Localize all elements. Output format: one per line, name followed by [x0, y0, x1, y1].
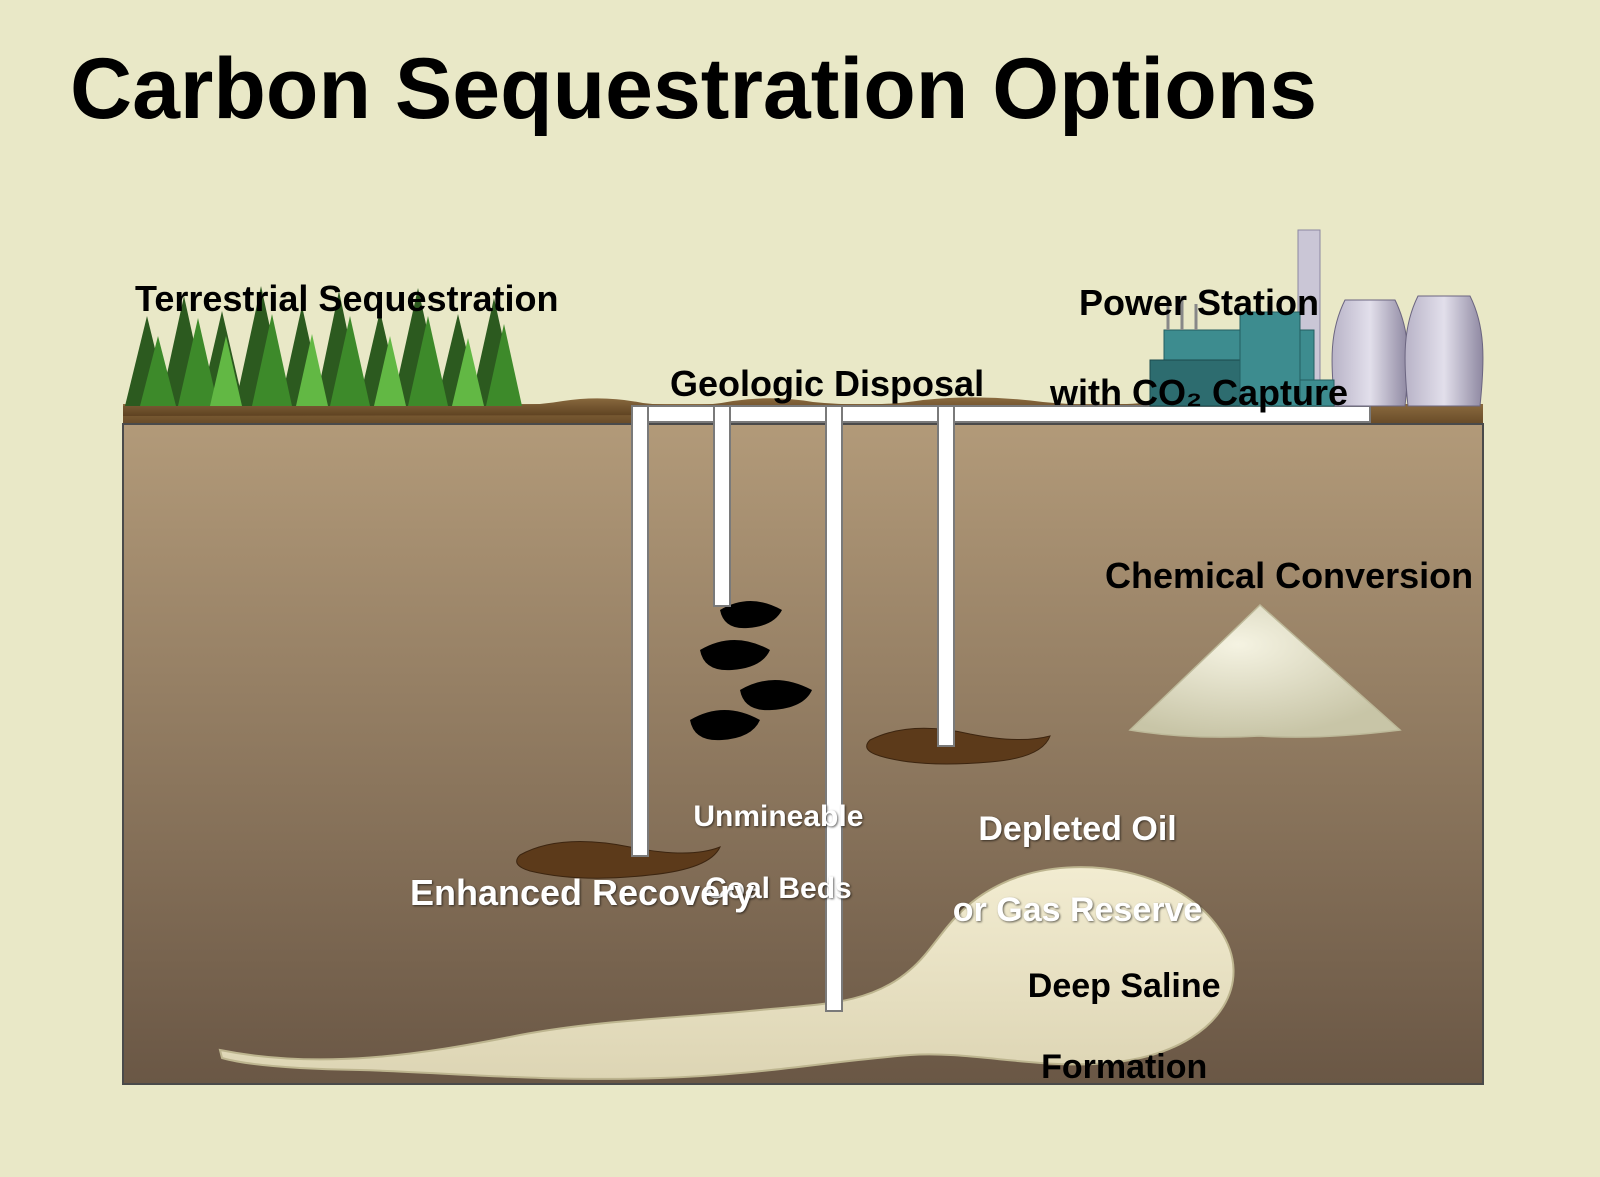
saline-line1: Deep Saline	[1028, 967, 1221, 1005]
power-station-line1: Power Station	[1079, 282, 1319, 323]
geologic-label: Geologic Disposal	[670, 363, 984, 405]
enhanced-label: Enhanced Recovery	[410, 872, 754, 914]
depleted-line2: or Gas Reserve	[953, 891, 1203, 929]
power-station-label: Power Station with CO₂ Capture	[1010, 235, 1348, 460]
underground-panel	[123, 424, 1483, 1084]
diagram-stage: Carbon Sequestration Options Terrestrial…	[0, 0, 1600, 1177]
power-station-line2: with CO₂ Capture	[1050, 372, 1348, 413]
terrestrial-label: Terrestrial Sequestration	[135, 278, 558, 320]
saline-label: Deep Saline Formation	[990, 925, 1221, 1129]
unmineable-label: Unmineable Coal Beds	[660, 763, 863, 943]
saline-line2: Formation	[1041, 1048, 1207, 1086]
depleted-line1: Depleted Oil	[978, 810, 1176, 848]
chemical-label: Chemical Conversion	[1105, 555, 1473, 597]
unmineable-line1: Unmineable	[693, 800, 863, 833]
title-text: Carbon Sequestration Options	[70, 40, 1317, 139]
